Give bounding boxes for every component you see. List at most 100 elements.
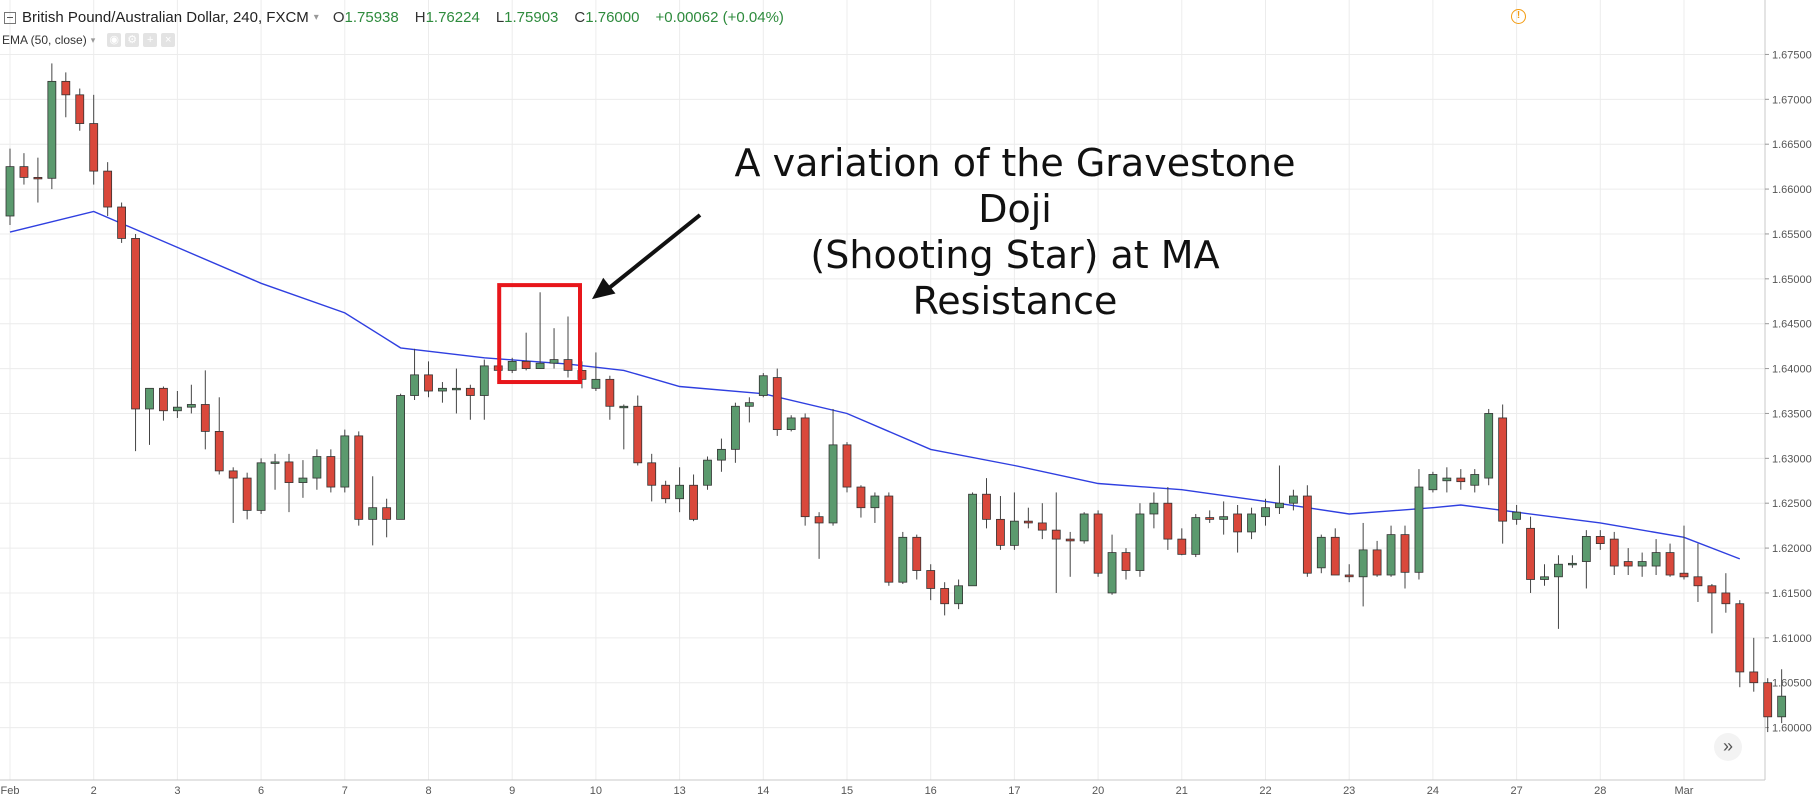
scroll-right-icon[interactable]: »: [1714, 733, 1742, 761]
time-tick-label: 20: [1092, 785, 1104, 797]
candle-down: [1037, 522, 1047, 531]
candle-down: [1205, 517, 1215, 520]
candle-down: [228, 470, 238, 479]
close-value: C1.76000: [574, 9, 639, 26]
candle-up: [451, 387, 461, 391]
candle-up: [1261, 507, 1270, 518]
price-tick-label: 1.61000: [1772, 633, 1812, 645]
candle-up: [1149, 502, 1159, 515]
legend-row: British Pound/Australian Dollar, 240, FX…: [4, 9, 784, 26]
candle-down: [117, 206, 126, 239]
low-value: L1.75903: [496, 9, 559, 26]
close-label: C: [574, 9, 586, 26]
candle-up: [340, 435, 350, 488]
price-tick-label: 1.67500: [1772, 49, 1812, 61]
time-tick-label: 3: [174, 785, 180, 797]
candle-up: [758, 375, 768, 396]
annotation-line-2: (Shooting Star) at MA Resistance: [810, 233, 1220, 323]
candle-up: [396, 395, 406, 520]
candle-down: [424, 374, 433, 392]
candle-up: [1540, 576, 1549, 580]
candle-down: [326, 456, 336, 488]
time-tick-label: 27: [1510, 785, 1522, 797]
ema-line: [9, 210, 1741, 560]
candle-up: [1581, 536, 1591, 562]
price-tick-label: 1.64000: [1772, 364, 1812, 376]
time-tick-label: 23: [1343, 785, 1355, 797]
candle-down: [284, 461, 294, 483]
candle-down: [103, 170, 113, 208]
highlight-box: [497, 283, 583, 385]
candle-up: [1079, 513, 1089, 542]
candle-up: [717, 448, 726, 461]
candle-up: [731, 405, 740, 450]
open-value: O1.75938: [333, 9, 399, 26]
candle-down: [354, 435, 364, 520]
indicator-chevron-icon[interactable]: ▾: [90, 34, 96, 45]
candle-down: [814, 516, 824, 524]
time-tick-label: 14: [757, 785, 769, 797]
time-tick-label: 28: [1594, 785, 1606, 797]
close-icon[interactable]: ×: [161, 33, 176, 47]
symbol-title[interactable]: British Pound/Australian Dollar, 240, FX…: [22, 9, 309, 26]
change-value: +0.00062 (+0.04%): [655, 9, 784, 26]
price-tick-label: 1.67000: [1772, 94, 1812, 106]
candle-up: [145, 387, 154, 410]
candle-up: [368, 507, 378, 520]
candle-down: [996, 518, 1005, 546]
candle-up: [535, 362, 545, 369]
warning-icon[interactable]: !: [1511, 9, 1526, 24]
time-tick-label: 22: [1259, 785, 1271, 797]
time-tick-label: 7: [342, 785, 348, 797]
candle-down: [1372, 549, 1382, 576]
time-tick-label: Feb: [1, 785, 20, 797]
candle-up: [1428, 474, 1438, 491]
candle-up: [1010, 520, 1019, 546]
candle-up: [5, 166, 15, 217]
candle-down: [1623, 561, 1633, 567]
candle-down: [1330, 536, 1340, 576]
candle-up: [1275, 502, 1284, 509]
candle-up: [870, 495, 880, 509]
candle-down: [159, 387, 168, 412]
price-tick-label: 1.63500: [1772, 408, 1812, 420]
candle-up: [186, 404, 196, 408]
chevron-down-icon[interactable]: ▾: [313, 12, 319, 23]
candle-down: [1456, 477, 1466, 483]
candle-down: [1400, 534, 1410, 573]
candle-up: [954, 585, 963, 605]
candle-up: [591, 378, 601, 389]
price-tick-label: 1.65500: [1772, 229, 1812, 241]
candle-down: [19, 166, 29, 178]
collapse-icon[interactable]: [4, 11, 16, 24]
candle-up: [1637, 561, 1647, 567]
close-number: 1.76000: [585, 9, 640, 26]
candle-up: [1470, 474, 1480, 486]
time-tick-label: Mar: [1675, 785, 1694, 797]
indicator-row: EMA (50, close) ▾ ◉ ⚙ + ×: [2, 33, 176, 47]
time-tick-label: 2: [91, 785, 97, 797]
add-icon[interactable]: +: [143, 33, 158, 47]
candle-down: [1051, 529, 1061, 540]
candle-up: [47, 80, 57, 179]
candle-up: [675, 484, 684, 500]
high-number: 1.76224: [425, 9, 480, 26]
time-tick-label: 8: [425, 785, 431, 797]
candle-down: [605, 378, 615, 407]
candle-down: [661, 484, 671, 500]
indicator-label[interactable]: EMA (50, close): [2, 33, 87, 47]
candle-up: [256, 462, 266, 511]
candle-down: [884, 495, 894, 583]
price-tick-label: 1.60000: [1772, 723, 1812, 735]
candle-up: [1568, 562, 1577, 566]
candle-down: [465, 387, 475, 396]
eye-icon[interactable]: ◉: [107, 33, 122, 47]
candle-down: [689, 484, 698, 520]
settings-icon[interactable]: ⚙: [125, 33, 140, 47]
candle-down: [33, 176, 43, 180]
candle-up: [619, 405, 629, 409]
candle-down: [1093, 513, 1103, 574]
candle-down: [1065, 538, 1075, 542]
candle-down: [772, 377, 782, 431]
